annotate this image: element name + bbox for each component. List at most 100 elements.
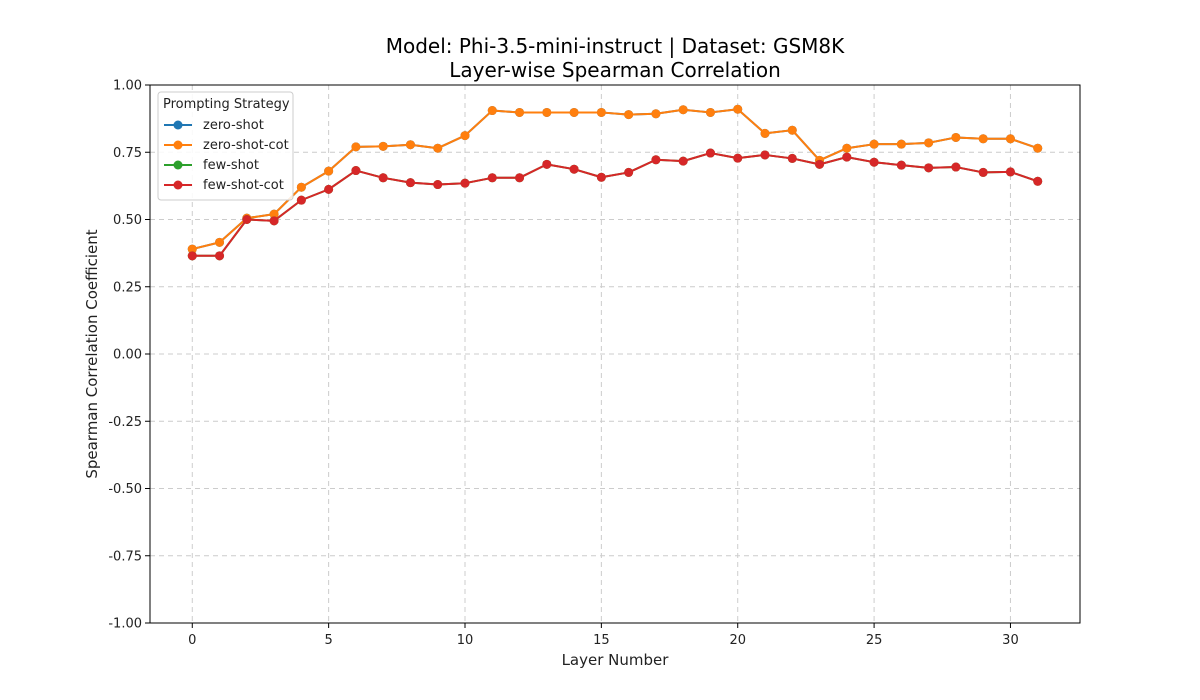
data-point-few-shot-cot: [705, 148, 715, 158]
data-point-zero-shot-cot: [351, 142, 361, 152]
data-point-few-shot-cot: [760, 150, 770, 160]
legend-marker: [173, 140, 183, 150]
data-point-few-shot-cot: [951, 162, 961, 172]
data-point-zero-shot-cot: [269, 209, 279, 219]
data-point-zero-shot-cot: [460, 131, 470, 141]
data-point-zero-shot-cot: [1005, 134, 1015, 144]
data-point-few-shot-cot: [569, 164, 579, 174]
data-point-few-shot-cot: [651, 155, 661, 165]
data-point-few-shot-cot: [378, 173, 388, 183]
data-point-zero-shot-cot: [569, 107, 579, 117]
legend-label: zero-shot-cot: [203, 138, 289, 153]
data-point-zero-shot-cot: [760, 128, 770, 138]
data-point-zero-shot-cot: [187, 244, 197, 254]
data-point-few-shot-cot: [924, 163, 934, 173]
data-point-zero-shot-cot: [487, 106, 497, 116]
legend-box: [157, 91, 294, 201]
legend-entry: zero-shot: [164, 118, 264, 133]
data-point-few-shot-cot: [1005, 167, 1015, 177]
data-point-few-shot-cot: [215, 251, 225, 261]
data-point-few-shot-cot: [787, 153, 797, 163]
series-line-few-shot: [192, 152, 1039, 257]
data-point-zero-shot-cot: [842, 143, 852, 153]
y-tick-label: 0.50: [113, 213, 142, 228]
data-point-zero-shot-cot: [896, 139, 906, 149]
data-point-few-shot-cot: [324, 184, 334, 194]
data-point-zero-shot-cot: [405, 140, 415, 150]
data-point-few-shot-cot: [1033, 176, 1043, 186]
data-point-zero-shot-cot: [324, 166, 334, 176]
legend-label: few-shot: [203, 158, 259, 173]
data-point-few-shot-cot: [842, 152, 852, 162]
data-point-zero-shot-cot: [433, 143, 443, 153]
legend-entry: few-shot-cot: [164, 178, 284, 193]
x-axis-label: Layer Number: [562, 651, 670, 669]
data-point-zero-shot-cot: [869, 139, 879, 149]
data-point-few-shot-cot: [815, 159, 825, 169]
data-point-zero-shot-cot: [678, 105, 688, 115]
data-point-few-shot-cot: [460, 178, 470, 188]
series-line-zero-shot-cot: [192, 108, 1039, 251]
data-point-zero-shot-cot: [515, 107, 525, 117]
legend-marker: [173, 180, 183, 190]
data-point-few-shot-cot: [596, 172, 606, 182]
data-point-zero-shot-cot: [787, 125, 797, 135]
data-point-zero-shot-cot: [378, 141, 388, 151]
legend-marker: [173, 120, 183, 130]
x-tick-label: 15: [593, 633, 610, 648]
legend-label: few-shot-cot: [203, 178, 284, 193]
data-point-zero-shot-cot: [951, 132, 961, 142]
data-point-few-shot-cot: [624, 167, 634, 177]
data-point-zero-shot-cot: [733, 104, 743, 114]
data-point-few-shot-cot: [515, 173, 525, 183]
series-line-few-shot-cot: [192, 152, 1039, 257]
series-zero-shot-cot: [187, 104, 1043, 254]
legend-entry: few-shot: [164, 158, 259, 173]
data-point-few-shot-cot: [296, 195, 306, 205]
data-point-zero-shot-cot: [542, 107, 552, 117]
y-tick-label: 1.00: [113, 79, 142, 94]
y-tick-label: 0.75: [113, 146, 142, 161]
data-point-few-shot-cot: [978, 167, 988, 177]
series-few-shot-cot: [187, 148, 1043, 261]
x-tick-label: 5: [324, 633, 332, 648]
data-point-few-shot-cot: [351, 166, 361, 176]
data-point-few-shot-cot: [869, 157, 879, 167]
x-tick-label: 20: [729, 633, 746, 648]
series-line-zero-shot: [192, 108, 1039, 251]
data-point-zero-shot-cot: [215, 237, 225, 247]
data-point-zero-shot-cot: [1033, 143, 1043, 153]
data-point-zero-shot-cot: [651, 109, 661, 119]
y-axis-label: Spearman Correlation Coefficient: [83, 229, 101, 478]
y-tick-label: 0.25: [113, 280, 142, 295]
data-point-few-shot-cot: [678, 156, 688, 166]
legend-label: zero-shot: [203, 118, 264, 133]
legend-title: Prompting Strategy: [163, 97, 290, 112]
data-point-few-shot-cot: [405, 178, 415, 188]
data-point-few-shot-cot: [242, 215, 252, 224]
y-tick-label: 0.00: [113, 348, 142, 363]
y-tick-label: -1.00: [108, 617, 142, 632]
data-point-zero-shot-cot: [924, 138, 934, 148]
y-tick-label: -0.75: [108, 549, 142, 564]
legend-marker: [173, 160, 183, 170]
data-point-few-shot-cot: [433, 180, 443, 190]
y-axis-ticks: -1.00 -0.75 -0.50 -0.25 0.00 0.25 0.50 0.75 1.00: [108, 79, 150, 632]
y-tick-label: -0.50: [108, 482, 142, 497]
data-point-zero-shot-cot: [296, 182, 306, 192]
chart-title-line-1: Model: Phi-3.5-mini-instruct | Dataset: …: [386, 34, 845, 58]
data-point-few-shot-cot: [896, 160, 906, 170]
series-few-shot: [187, 148, 1043, 261]
data-point-few-shot-cot: [187, 251, 197, 261]
data-point-few-shot-cot: [269, 216, 279, 226]
data-point-zero-shot-cot: [596, 107, 606, 117]
x-tick-label: 10: [457, 633, 474, 648]
data-point-zero-shot-cot: [978, 134, 988, 144]
legend-entry: zero-shot-cot: [164, 138, 289, 153]
series-lines: [187, 104, 1043, 261]
x-tick-label: 0: [188, 633, 196, 648]
chart-title-line-2: Layer-wise Spearman Correlation: [449, 58, 781, 82]
data-point-few-shot-cot: [487, 173, 497, 183]
y-tick-label: -0.25: [108, 415, 142, 430]
